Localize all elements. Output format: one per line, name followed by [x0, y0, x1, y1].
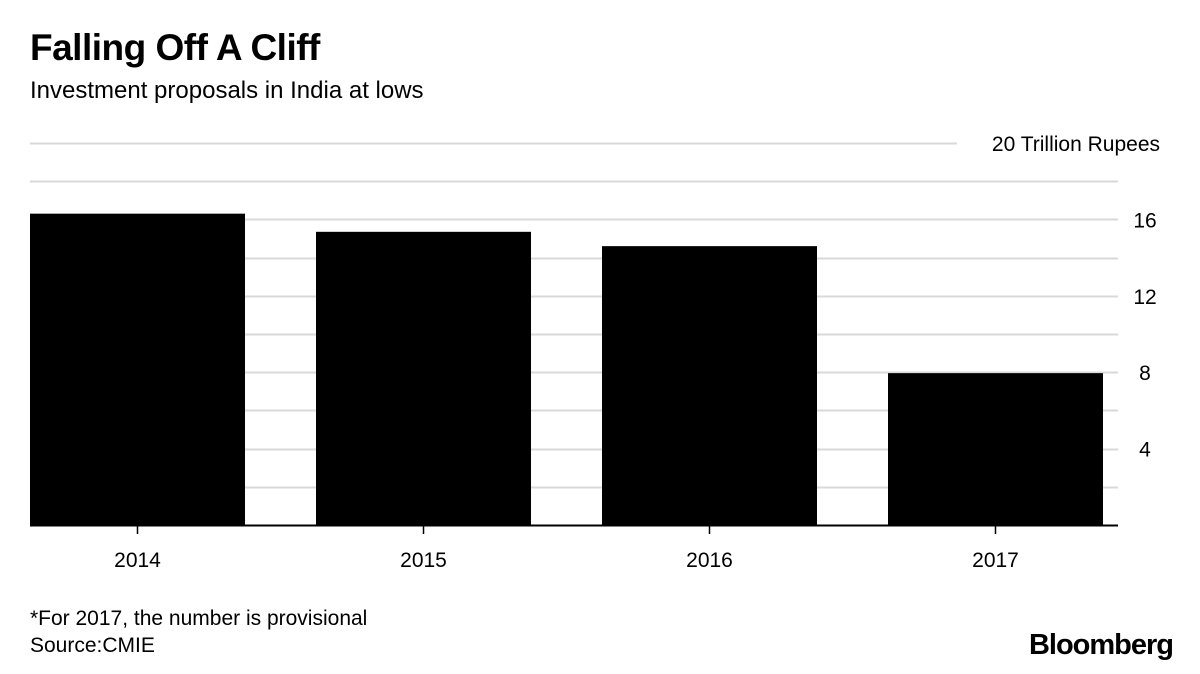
y-tick-label: 12	[1133, 286, 1156, 309]
bloomberg-logo: Bloomberg	[1028, 629, 1174, 661]
axes: 20 Trillion Rupees 4 8 12 16 2014 2015 2016 2017	[30, 133, 1160, 572]
chart-title: Falling Off A Cliff	[30, 27, 320, 68]
y-tick-label: 8	[1139, 362, 1151, 385]
x-tick-label: 2015	[400, 549, 447, 572]
x-tick-label: 2016	[686, 549, 733, 572]
x-tick-label: 2017	[972, 549, 1019, 572]
bars	[30, 213, 1103, 526]
x-tick-label: 2014	[114, 549, 161, 572]
bar-2016	[602, 246, 817, 525]
bar-2014	[30, 213, 245, 526]
y-tick-label: 4	[1139, 439, 1151, 462]
source-note: Source:CMIE	[30, 634, 155, 657]
bar-2015	[316, 231, 531, 525]
bar-2017	[888, 373, 1103, 525]
footnote: *For 2017, the number is provisional	[30, 607, 368, 630]
y-tick-label: 16	[1133, 209, 1156, 232]
chart-subtitle: Investment proposals in India at lows	[30, 77, 424, 104]
y-axis-unit-label: 20 Trillion Rupees	[992, 133, 1160, 156]
